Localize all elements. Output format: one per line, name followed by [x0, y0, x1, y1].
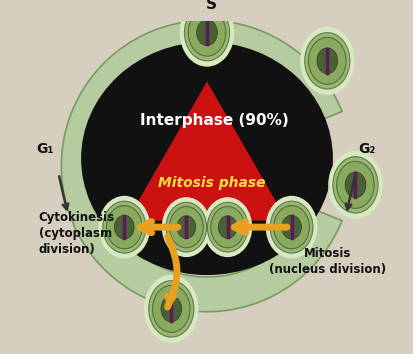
- Ellipse shape: [328, 151, 382, 219]
- Ellipse shape: [188, 9, 225, 56]
- Ellipse shape: [210, 206, 244, 248]
- Ellipse shape: [114, 215, 134, 239]
- Ellipse shape: [316, 48, 337, 74]
- Text: S: S: [206, 0, 217, 12]
- Ellipse shape: [152, 285, 190, 332]
- Text: Cytokinesis
(cytoplasm
division): Cytokinesis (cytoplasm division): [39, 211, 115, 256]
- Ellipse shape: [184, 5, 229, 61]
- Ellipse shape: [169, 206, 203, 248]
- Ellipse shape: [161, 197, 210, 257]
- Ellipse shape: [281, 215, 301, 239]
- Ellipse shape: [98, 196, 150, 258]
- Ellipse shape: [203, 197, 252, 257]
- Ellipse shape: [166, 202, 206, 252]
- Ellipse shape: [144, 275, 198, 343]
- Ellipse shape: [196, 20, 217, 46]
- Ellipse shape: [103, 201, 145, 253]
- Text: G₂: G₂: [357, 142, 375, 156]
- Polygon shape: [61, 21, 341, 312]
- Ellipse shape: [332, 157, 377, 213]
- Ellipse shape: [218, 216, 236, 239]
- Polygon shape: [127, 81, 286, 221]
- Ellipse shape: [344, 172, 365, 198]
- Ellipse shape: [161, 296, 181, 322]
- Text: Mitosis
(nucleus division): Mitosis (nucleus division): [268, 247, 385, 276]
- Ellipse shape: [304, 33, 349, 89]
- Ellipse shape: [177, 216, 195, 239]
- Ellipse shape: [81, 42, 332, 275]
- Ellipse shape: [308, 37, 345, 84]
- Ellipse shape: [273, 206, 309, 249]
- Ellipse shape: [336, 161, 373, 209]
- Ellipse shape: [265, 196, 317, 258]
- Ellipse shape: [148, 281, 193, 337]
- Text: G₁: G₁: [36, 142, 54, 156]
- Ellipse shape: [106, 206, 142, 249]
- Text: Interphase (90%): Interphase (90%): [140, 114, 288, 129]
- Ellipse shape: [179, 0, 234, 67]
- Ellipse shape: [270, 201, 312, 253]
- Text: Mitosis phase: Mitosis phase: [158, 176, 265, 190]
- Ellipse shape: [299, 27, 354, 95]
- Ellipse shape: [207, 202, 247, 252]
